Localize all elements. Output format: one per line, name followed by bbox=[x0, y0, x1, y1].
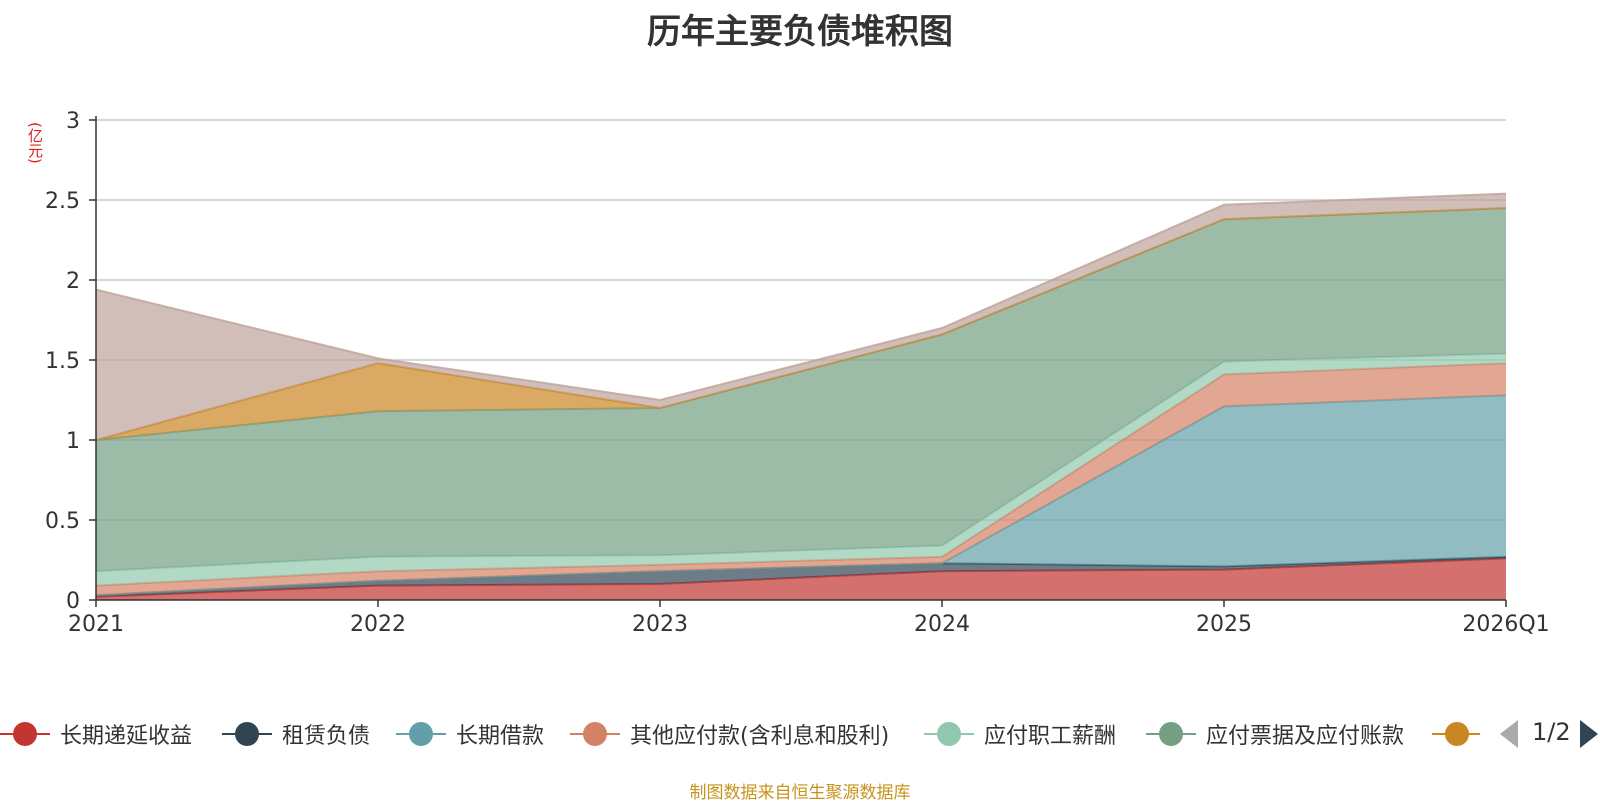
y-tick-label: 1.5 bbox=[45, 349, 80, 374]
legend-marker-icon bbox=[1432, 716, 1480, 752]
legend-dot bbox=[409, 722, 433, 746]
legend-label: 长期借款 bbox=[456, 724, 545, 749]
legend-next-page-icon[interactable] bbox=[1580, 720, 1598, 748]
legend-label: 应付职工薪酬 bbox=[984, 724, 1117, 749]
x-tick-label: 2022 bbox=[350, 612, 406, 637]
legend-dot bbox=[583, 722, 607, 746]
legend-label: 应付票据及应付账款 bbox=[1206, 724, 1405, 749]
legend-item[interactable]: 其他应付款(含利息和股利) bbox=[570, 716, 889, 752]
data-source-note: 制图数据来自恒生聚源数据库 bbox=[689, 783, 911, 803]
y-tick-label: 0.5 bbox=[45, 509, 80, 534]
legend-marker-icon bbox=[222, 716, 272, 752]
y-tick-label: 1 bbox=[66, 429, 80, 454]
legend-dot bbox=[937, 722, 961, 746]
y-tick-label: 0 bbox=[66, 589, 80, 614]
legend: 长期递延收益 租赁负债 长期借款 其他应付款(含利息和股利) 应付职工薪酬 应付票据及应付… bbox=[0, 716, 1480, 752]
y-tick-label: 2.5 bbox=[45, 189, 80, 214]
legend-page-indicator: 1/2 bbox=[1532, 718, 1571, 746]
legend-item[interactable]: 租赁负债 bbox=[222, 716, 370, 752]
area-series bbox=[96, 208, 1506, 440]
legend-dot bbox=[1445, 722, 1469, 746]
legend-dot bbox=[13, 722, 37, 746]
area-series bbox=[96, 395, 1506, 596]
legend-marker-icon bbox=[570, 716, 620, 752]
x-tick-label: 2021 bbox=[68, 612, 124, 637]
legend-label: 其他应付款(含利息和股利) bbox=[630, 724, 890, 749]
area-series bbox=[96, 208, 1506, 572]
x-tick-label: 2026Q1 bbox=[1462, 612, 1549, 637]
chart-title: 历年主要负债堆积图 bbox=[647, 12, 953, 52]
legend-item[interactable]: 长期递延收益 bbox=[0, 716, 192, 752]
legend-label: 长期递延收益 bbox=[60, 724, 193, 749]
legend-marker-icon bbox=[924, 716, 974, 752]
x-tick-label: 2024 bbox=[914, 612, 970, 637]
legend-pager: 1/2 bbox=[1500, 718, 1600, 750]
legend-dot bbox=[235, 722, 259, 746]
x-tick-label: 2023 bbox=[632, 612, 688, 637]
y-axis-unit: (亿元) bbox=[26, 122, 44, 164]
y-tick-label: 3 bbox=[66, 109, 80, 134]
legend-item[interactable]: 应付职工薪酬 bbox=[924, 716, 1116, 752]
legend-item[interactable]: 合同负债 bbox=[1432, 716, 1480, 752]
legend-marker-icon bbox=[1146, 716, 1196, 752]
legend-dot bbox=[1159, 722, 1183, 746]
legend-marker-icon bbox=[0, 716, 50, 752]
area-series bbox=[96, 556, 1506, 597]
area-series bbox=[96, 353, 1506, 586]
legend-label: 租赁负债 bbox=[282, 724, 371, 749]
legend-prev-page-icon[interactable] bbox=[1500, 720, 1518, 748]
x-tick-label: 2025 bbox=[1196, 612, 1252, 637]
area-series bbox=[96, 363, 1506, 596]
area-series bbox=[96, 558, 1506, 600]
legend-item[interactable]: 应付票据及应付账款 bbox=[1146, 716, 1404, 752]
legend-marker-icon bbox=[396, 716, 446, 752]
series-line bbox=[95, 192, 1507, 402]
legend-item[interactable]: 长期借款 bbox=[396, 716, 544, 752]
y-tick-label: 2 bbox=[66, 269, 80, 294]
